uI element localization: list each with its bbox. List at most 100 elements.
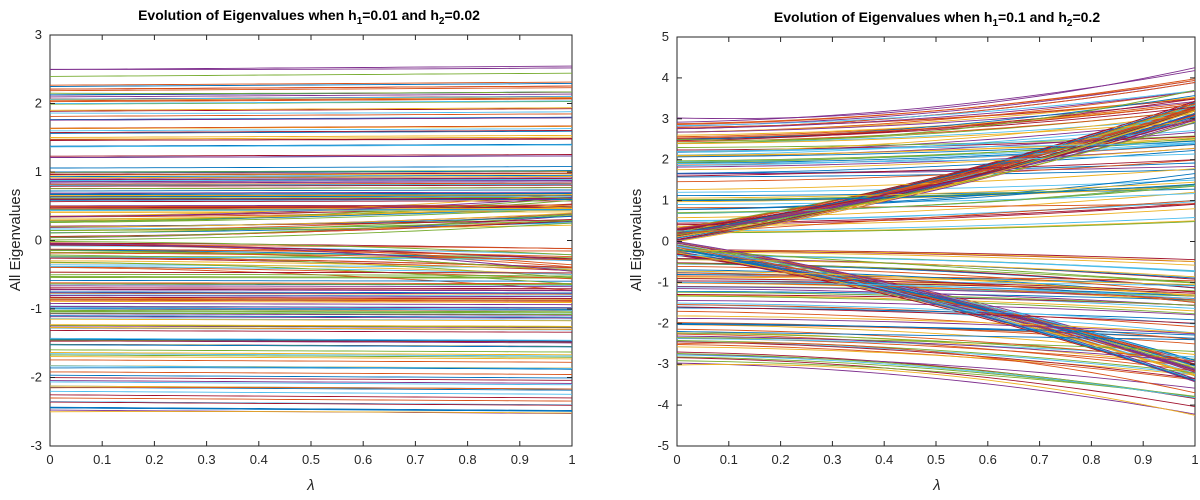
eigenvalue-line <box>677 346 1195 376</box>
eigenvalue-line <box>50 318 572 322</box>
eigenvalue-line <box>677 360 1195 397</box>
eigenvalue-line <box>50 394 572 399</box>
eigenvalue-line <box>50 289 572 292</box>
eigenvalue-line <box>50 285 572 288</box>
eigenvalue-line <box>677 362 1195 415</box>
eigenvalue-line <box>50 248 572 258</box>
eigenvalue-line <box>677 183 1195 202</box>
eigenvalue-line <box>50 298 572 301</box>
eigenvalue-line <box>50 136 572 140</box>
y-tick-label: -3 <box>657 356 669 371</box>
eigenvalue-line <box>50 371 572 375</box>
eigenvalue-line <box>50 181 572 184</box>
eigenvalue-line <box>677 221 1195 234</box>
eigenvalue-line <box>50 387 572 390</box>
eigenvalue-line <box>50 310 572 314</box>
eigenvalue-line <box>50 256 572 261</box>
eigenvalue-line <box>50 377 572 381</box>
eigenvalue-line <box>50 82 572 87</box>
y-tick-label: 3 <box>35 27 42 42</box>
eigenvalue-line <box>677 302 1195 325</box>
eigenvalue-line <box>50 100 572 105</box>
eigenvalue-line <box>50 207 572 209</box>
eigenvalue-line <box>50 337 572 341</box>
x-tick-label: 0.5 <box>302 452 320 467</box>
eigenvalue-line <box>50 397 572 402</box>
y-tick-label: -3 <box>30 438 42 453</box>
eigenvalue-line <box>50 65 572 70</box>
eigenvalue-line <box>50 199 572 201</box>
eigenvalue-line <box>677 282 1195 301</box>
eigenvalue-line <box>50 299 572 302</box>
y-tick-label: 0 <box>662 234 669 249</box>
y-tick-label: 1 <box>35 164 42 179</box>
eigenvalue-line <box>50 212 572 228</box>
eigenvalue-line <box>677 106 1195 140</box>
eigenvalue-line <box>677 249 1195 283</box>
eigenvalue-line <box>50 309 572 313</box>
eigenvalue-line <box>50 279 572 282</box>
eigenvalue-line <box>50 327 572 330</box>
eigenvalue-line <box>50 183 572 186</box>
y-tick-label: 2 <box>35 96 42 111</box>
eigenvalue-line <box>677 142 1195 163</box>
y-tick-label: -1 <box>657 274 669 289</box>
eigenvalue-line <box>50 176 572 179</box>
x-axis-label: λ <box>306 477 314 494</box>
eigenvalue-line <box>50 302 572 306</box>
eigenvalue-line <box>50 182 572 185</box>
y-tick-label: 4 <box>662 70 669 85</box>
eigenvalue-line <box>50 180 572 183</box>
x-tick-label: 0.1 <box>720 452 738 467</box>
x-tick-label: 0.3 <box>823 452 841 467</box>
eigenvalue-line <box>677 130 1195 153</box>
eigenvalue-line <box>677 342 1195 394</box>
y-tick-label: 2 <box>662 152 669 167</box>
eigenvalue-line <box>50 204 572 207</box>
eigenvalue-line <box>50 108 572 112</box>
eigenvalue-line <box>50 134 572 138</box>
eigenvalue-line <box>677 253 1195 382</box>
x-tick-label: 0.5 <box>927 452 945 467</box>
eigenvalue-line <box>50 98 572 103</box>
eigenvalue-line <box>677 153 1195 165</box>
x-tick-label: 1 <box>1191 452 1198 467</box>
eigenvalue-line <box>677 193 1195 205</box>
eigenvalue-line <box>677 168 1195 191</box>
eigenvalue-line <box>50 354 572 358</box>
x-tick-label: 0 <box>46 452 53 467</box>
eigenvalue-line <box>50 374 572 379</box>
eigenvalue-line <box>50 406 572 411</box>
eigenvalue-line <box>677 341 1195 380</box>
eigenvalue-line <box>50 154 572 157</box>
eigenvalue-line <box>677 248 1195 381</box>
eigenvalue-line <box>50 344 572 348</box>
eigenvalue-line <box>50 243 572 272</box>
eigenvalue-line <box>50 197 572 223</box>
eigenvalue-line <box>677 251 1195 266</box>
eigenvalue-line <box>677 272 1195 303</box>
eigenvalue-line <box>50 209 572 211</box>
eigenvalue-line <box>677 249 1195 262</box>
eigenvalue-line <box>677 259 1195 278</box>
eigenvalue-line <box>50 298 572 301</box>
eigenvalue-line <box>50 407 572 412</box>
eigenvalue-line <box>677 90 1195 127</box>
eigenvalue-line <box>50 187 572 190</box>
eigenvalue-line <box>50 184 572 187</box>
eigenvalue-line <box>50 97 572 102</box>
eigenvalue-line <box>677 341 1195 375</box>
eigenvalue-line <box>50 306 572 309</box>
eigenvalue-line <box>677 353 1195 398</box>
x-tick-label: 0.4 <box>875 452 893 467</box>
y-tick-label: -1 <box>30 301 42 316</box>
eigenvalue-line <box>50 381 572 386</box>
eigenvalue-line <box>50 81 572 86</box>
eigenvalue-line <box>50 295 572 298</box>
eigenvalue-line <box>50 244 572 249</box>
eigenvalue-line <box>677 354 1195 389</box>
eigenvalue-line <box>50 87 572 92</box>
chart-left: Evolution of Eigenvalues when h1=0.01 an… <box>7 7 576 494</box>
eigenvalue-line <box>677 333 1195 372</box>
